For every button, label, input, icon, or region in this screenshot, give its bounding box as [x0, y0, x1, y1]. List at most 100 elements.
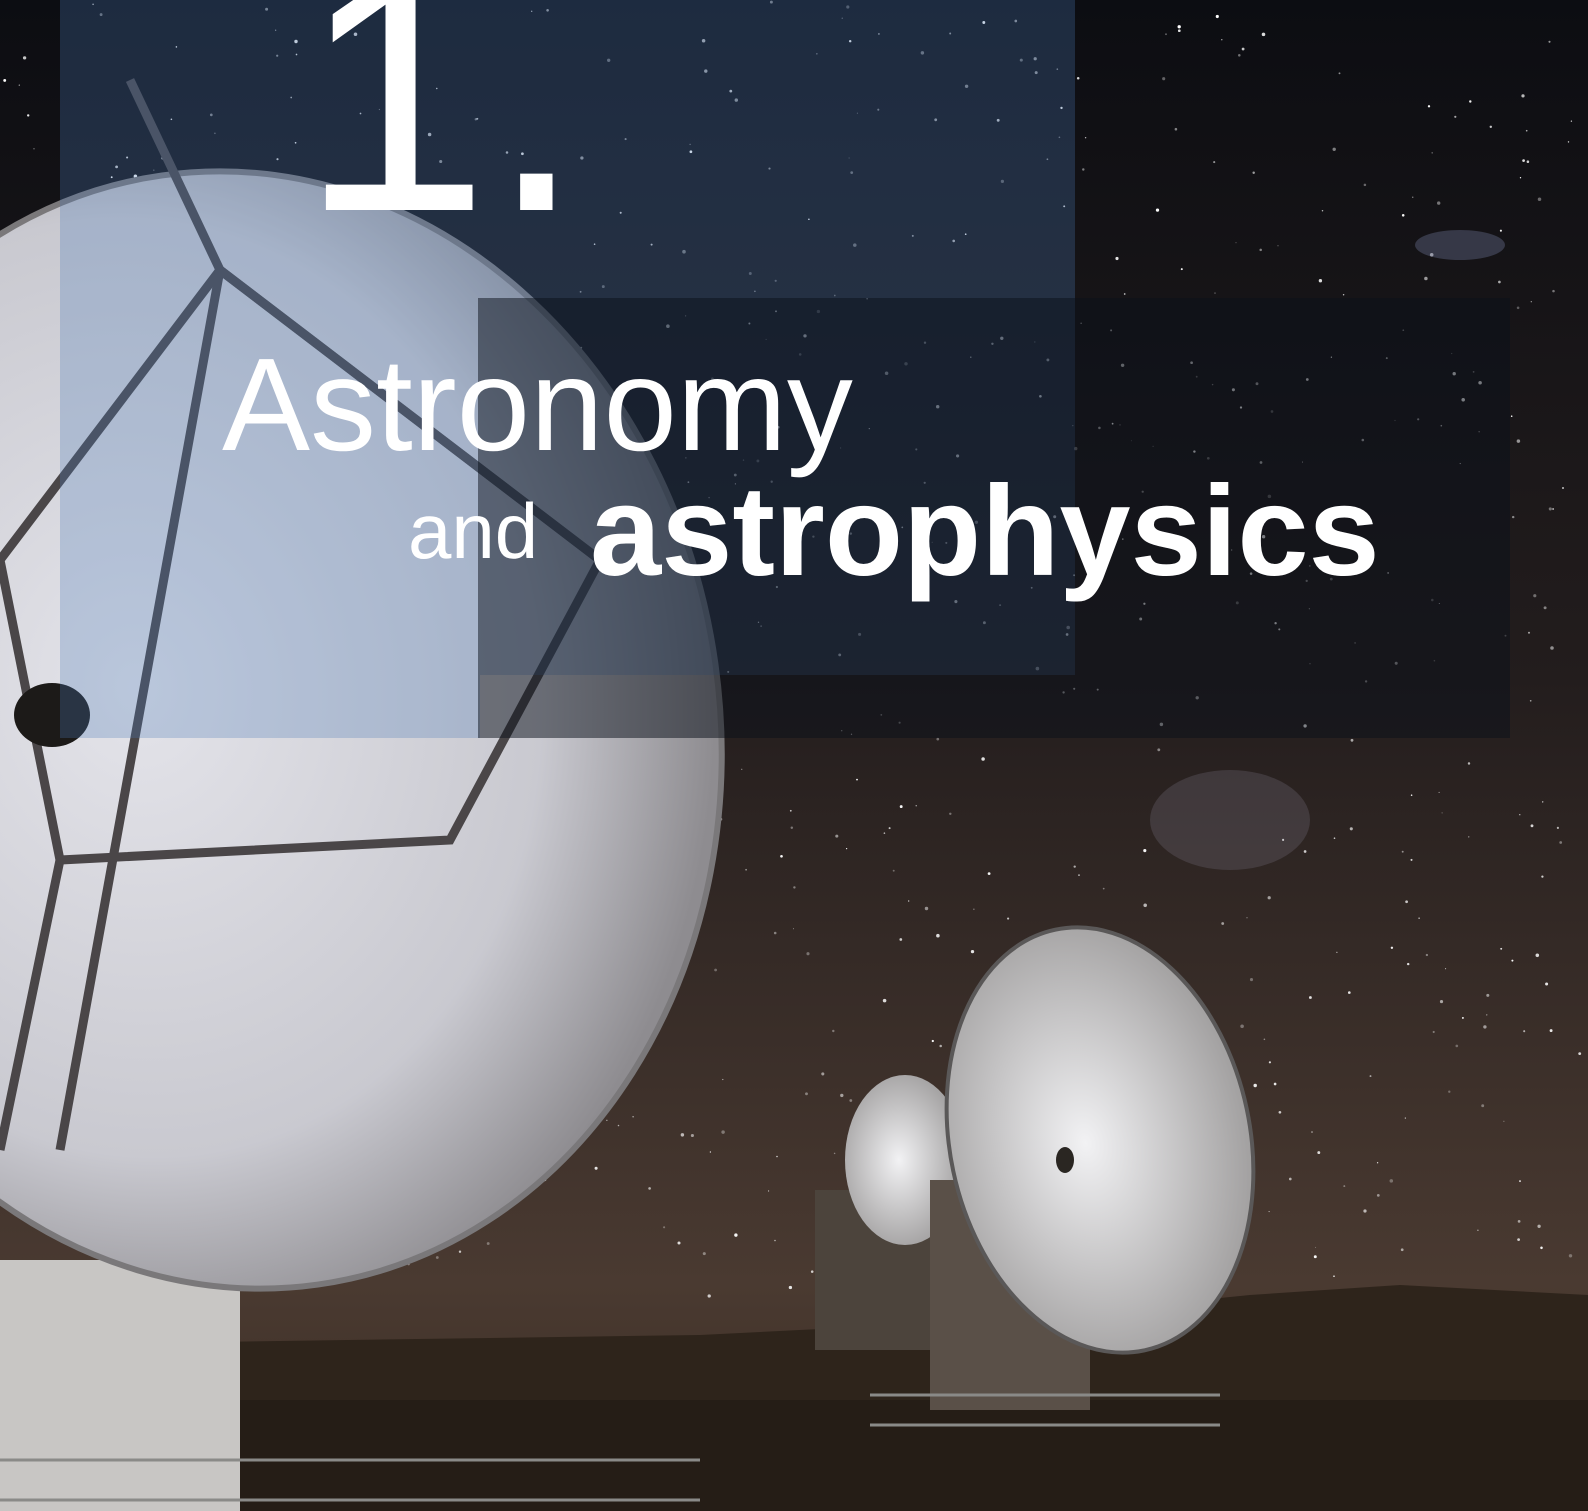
star [1279, 1111, 1282, 1114]
star [1178, 25, 1181, 28]
star [846, 848, 847, 849]
star [916, 805, 917, 806]
star [1548, 41, 1550, 43]
star [835, 835, 838, 838]
star [981, 757, 985, 761]
star [1333, 148, 1336, 151]
star [1530, 700, 1532, 702]
star [1533, 594, 1536, 597]
star [459, 1251, 461, 1253]
star [1162, 77, 1165, 80]
star [1439, 792, 1440, 793]
star [1259, 249, 1262, 252]
star [1431, 152, 1432, 153]
title-emphasis: astrophysics [590, 460, 1380, 603]
star [1405, 1118, 1406, 1119]
star [1268, 896, 1271, 899]
star [1240, 1025, 1244, 1029]
star [1454, 116, 1456, 118]
star [1322, 210, 1323, 211]
star [949, 813, 951, 815]
star [1157, 748, 1160, 751]
star [1348, 991, 1351, 994]
star [734, 1233, 737, 1236]
star [1252, 172, 1254, 174]
star [1402, 851, 1404, 853]
star [606, 1120, 607, 1121]
star [840, 1094, 843, 1097]
star [33, 148, 34, 149]
star [884, 832, 886, 834]
star [806, 952, 809, 955]
star [1334, 837, 1336, 839]
star [1343, 1185, 1345, 1187]
star [618, 1125, 620, 1127]
star [1370, 1075, 1372, 1077]
star [925, 907, 928, 910]
star [1115, 257, 1118, 260]
star [1512, 516, 1514, 518]
star [677, 1241, 680, 1244]
star [832, 1030, 834, 1032]
star [1519, 1180, 1521, 1182]
star [1486, 1014, 1487, 1015]
star [1007, 918, 1009, 920]
star [1542, 801, 1543, 802]
star [1544, 606, 1547, 609]
star [939, 1045, 942, 1048]
star [1402, 214, 1405, 217]
star [1364, 184, 1367, 187]
star [789, 1286, 792, 1289]
star [1540, 1247, 1543, 1250]
star [1377, 1194, 1380, 1197]
star [1124, 293, 1126, 295]
star [1511, 415, 1513, 417]
section-number: 1. [300, 0, 584, 283]
star [1517, 1238, 1520, 1241]
star [856, 779, 858, 781]
star [1214, 292, 1215, 293]
star [1428, 105, 1430, 107]
star [1143, 904, 1147, 908]
star [973, 909, 974, 910]
star [1517, 439, 1520, 442]
star [1407, 963, 1409, 965]
star [811, 1270, 814, 1273]
star [1311, 1131, 1313, 1133]
star [1343, 294, 1344, 295]
star [3, 79, 6, 82]
star [776, 1156, 778, 1158]
star [908, 900, 909, 901]
title-line: Astronomy [222, 331, 853, 478]
star [722, 1079, 723, 1080]
nebula [1415, 230, 1505, 260]
star [780, 855, 783, 858]
star [1468, 762, 1470, 764]
star [1552, 508, 1554, 510]
title-connector: and [408, 487, 538, 575]
star [691, 1134, 694, 1137]
star [714, 969, 717, 972]
star [1304, 850, 1307, 853]
star [1445, 968, 1446, 969]
star [1078, 874, 1079, 875]
nebula [1150, 770, 1310, 870]
star [1401, 1248, 1404, 1251]
star [971, 950, 974, 953]
star [1277, 245, 1278, 246]
star [1250, 978, 1253, 981]
star [1156, 208, 1159, 211]
star [1074, 865, 1076, 867]
star [1175, 128, 1178, 131]
star [1262, 33, 1266, 37]
star [1552, 290, 1555, 293]
star [1181, 268, 1183, 270]
star [1462, 1017, 1464, 1019]
star [791, 826, 793, 828]
star [1269, 1061, 1271, 1063]
star [834, 1153, 836, 1155]
star [703, 1252, 706, 1255]
star [1517, 307, 1520, 310]
star [1569, 1254, 1572, 1257]
star [1486, 994, 1489, 997]
